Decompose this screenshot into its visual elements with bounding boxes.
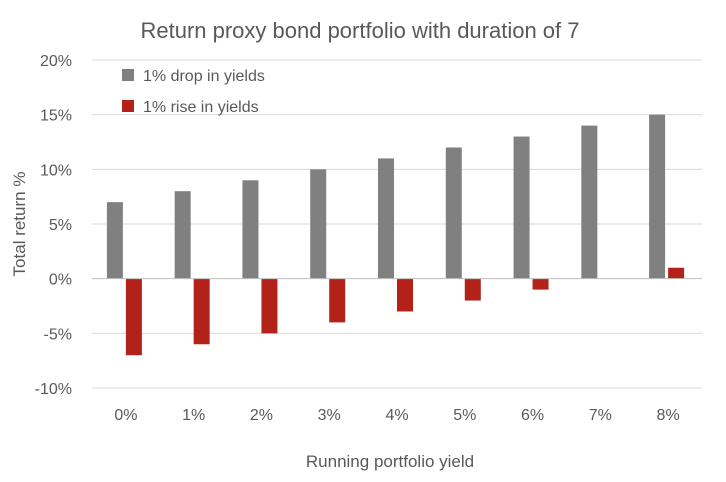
x-tick-label: 7% xyxy=(589,407,612,424)
chart-title: Return proxy bond portfolio with duratio… xyxy=(140,18,579,43)
x-tick-label: 6% xyxy=(521,407,544,424)
bar-drop-in-yields xyxy=(174,191,191,279)
x-tick-label: 8% xyxy=(657,407,680,424)
y-axis-title: Total return % xyxy=(10,172,29,277)
y-tick-label: 10% xyxy=(40,162,72,179)
x-tick-label: 2% xyxy=(250,407,273,424)
bar-rise-in-yields xyxy=(193,278,210,345)
bar-rise-in-yields xyxy=(532,278,549,290)
x-tick-label: 5% xyxy=(453,407,476,424)
y-tick-label: 5% xyxy=(49,217,72,234)
y-tick-label: 20% xyxy=(40,53,72,70)
bar-drop-in-yields xyxy=(242,180,259,279)
x-tick-label: 1% xyxy=(182,407,205,424)
bar-rise-in-yields xyxy=(397,278,413,312)
legend-label: 1% drop in yields xyxy=(143,68,265,85)
bar-drop-in-yields xyxy=(378,158,394,279)
x-axis-ticks: 0% 1% 2% 3% 4% 5% 6% 7% 8% xyxy=(114,407,679,424)
legend-swatch xyxy=(122,69,134,81)
y-axis-ticks: -10% -5% 0% 5% 10% 15% 20% xyxy=(35,53,72,398)
bar-drop-in-yields xyxy=(513,136,530,279)
bar-drop-in-yields xyxy=(445,147,462,279)
bar-drop-in-yields xyxy=(310,169,327,279)
x-tick-label: 4% xyxy=(385,407,408,424)
x-tick-label: 0% xyxy=(114,407,137,424)
legend-label: 1% rise in yields xyxy=(143,99,259,116)
bar-rise-in-yields xyxy=(464,278,481,301)
bar-rise-in-yields xyxy=(125,278,142,356)
y-tick-label: 15% xyxy=(40,108,72,125)
bar-drop-in-yields xyxy=(106,202,123,279)
bar-drop-in-yields xyxy=(581,125,598,279)
x-axis-title: Running portfolio yield xyxy=(306,452,474,471)
bar-drop-in-yields xyxy=(649,114,666,279)
bar-rise-in-yields xyxy=(668,267,685,279)
y-tick-label: -5% xyxy=(44,326,72,343)
x-tick-label: 3% xyxy=(318,407,341,424)
bar-rise-in-yields xyxy=(329,278,346,323)
bars xyxy=(106,114,685,356)
bar-rise-in-yields xyxy=(261,278,278,334)
y-tick-label: 0% xyxy=(49,272,72,289)
y-tick-label: -10% xyxy=(35,381,72,398)
legend: 1% drop in yields 1% rise in yields xyxy=(122,68,265,116)
legend-swatch xyxy=(122,100,134,112)
